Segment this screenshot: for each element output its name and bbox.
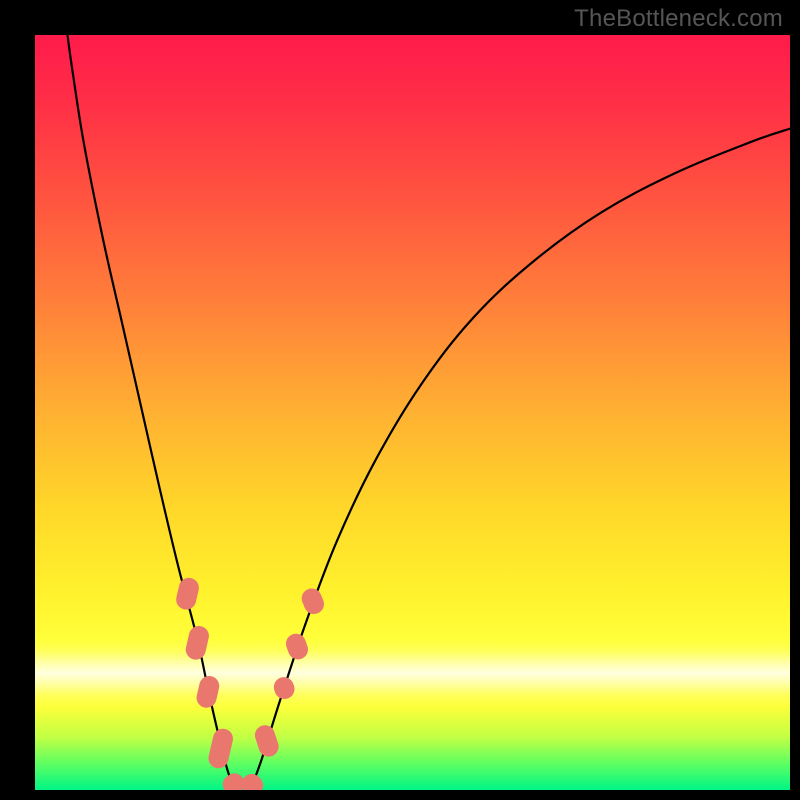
highlight-marker: [252, 784, 253, 786]
chart-svg: [35, 35, 790, 790]
highlight-marker: [296, 644, 298, 650]
highlight-marker: [233, 783, 235, 784]
highlight-marker: [186, 588, 189, 600]
highlight-marker: [265, 735, 269, 746]
highlight-marker: [284, 687, 285, 689]
gradient-background: [35, 35, 790, 790]
highlight-marker: [312, 598, 314, 604]
highlight-marker: [196, 636, 199, 650]
highlight-marker: [207, 686, 210, 698]
watermark-label: TheBottleneck.com: [574, 5, 783, 33]
plot-area: [35, 35, 790, 790]
highlight-marker: [218, 739, 222, 758]
